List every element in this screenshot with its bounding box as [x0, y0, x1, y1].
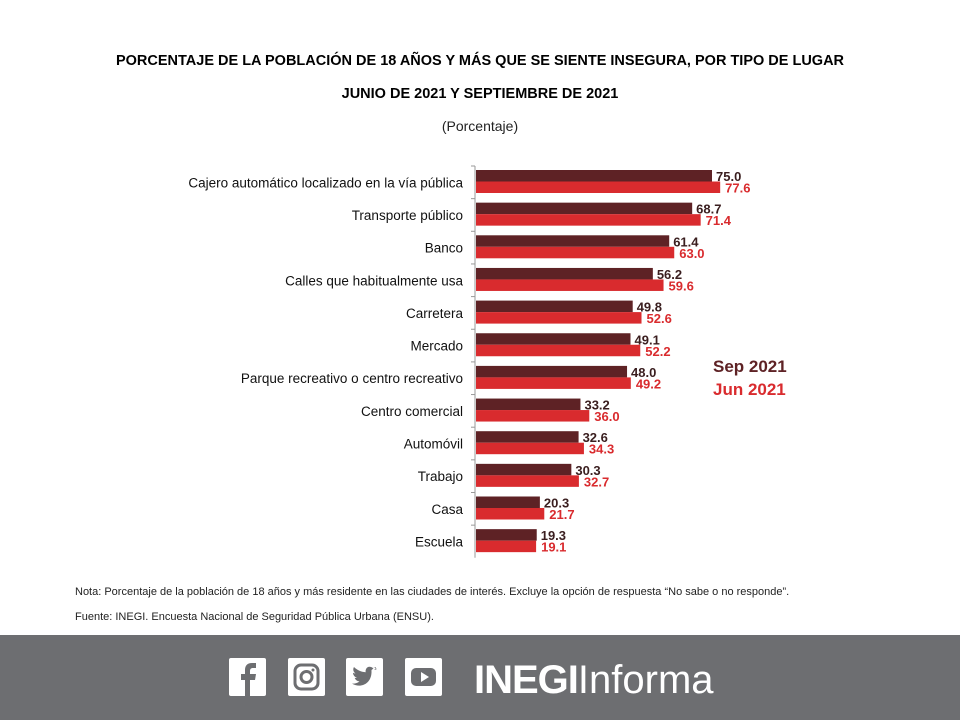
brand-light: Informa	[577, 658, 714, 702]
facebook-icon[interactable]	[229, 658, 266, 696]
bar-jun	[476, 312, 642, 324]
data-label: 19.3	[541, 528, 566, 543]
legend-jun-2021: Jun 2021	[713, 380, 786, 399]
category-label: Automóvil	[404, 437, 463, 452]
bar-sep	[476, 170, 712, 182]
chart-subtitle: JUNIO DE 2021 Y SEPTIEMBRE DE 2021	[341, 86, 619, 102]
category-label: Transporte público	[352, 208, 463, 223]
data-label: 49.1	[635, 332, 660, 347]
category-label: Casa	[431, 502, 463, 517]
data-label: 49.8	[637, 300, 662, 315]
bar-jun	[476, 475, 579, 487]
twitter-icon[interactable]	[346, 658, 383, 696]
bar-jun	[476, 246, 675, 259]
category-label: Carretera	[406, 306, 464, 321]
youtube-icon[interactable]	[405, 658, 442, 696]
bar-jun	[476, 279, 664, 291]
bar-jun	[476, 377, 631, 389]
data-label: 36.0	[594, 409, 619, 424]
data-label: 30.3	[575, 463, 600, 478]
data-label: 71.4	[706, 213, 732, 228]
bar-jun	[476, 344, 641, 357]
unit-label: (Porcentaje)	[441, 118, 519, 134]
data-label: 75.0	[716, 169, 741, 184]
legend-sep-2021: Sep 2021	[713, 357, 787, 376]
bar-sep	[476, 235, 670, 247]
category-label: Banco	[425, 241, 463, 256]
bar-sep	[476, 463, 572, 476]
data-label: 32.7	[584, 474, 609, 489]
category-label: Parque recreativo o centro recreativo	[241, 371, 463, 386]
bar-sep	[476, 365, 628, 378]
bar-jun	[476, 410, 590, 422]
chart-source: Fuente: INEGI. Encuesta Nacional de Segu…	[75, 611, 434, 623]
category-label: Mercado	[410, 339, 463, 354]
data-label: 52.6	[647, 311, 672, 326]
bar-sep	[476, 398, 581, 411]
category-label: Cajero automático localizado en la vía p…	[188, 175, 463, 190]
bar-jun	[476, 214, 701, 226]
data-label: 19.1	[541, 540, 566, 555]
bar-sep	[476, 300, 633, 313]
bar-jun	[476, 540, 537, 553]
bar-sep	[476, 333, 631, 345]
data-label: 20.3	[544, 496, 569, 511]
inegi-informa-logo: INEGIInforma	[474, 650, 714, 710]
data-label: 56.2	[657, 267, 682, 282]
data-label: 21.7	[549, 507, 574, 522]
bar-jun	[476, 508, 545, 520]
chart-title: PORCENTAJE DE LA POBLACIÓN DE 18 AÑOS Y …	[115, 53, 845, 69]
data-label: 61.4	[673, 234, 699, 249]
chart-note: Nota: Porcentaje de la población de 18 a…	[75, 586, 790, 598]
data-label: 48.0	[631, 365, 656, 380]
bar-sep	[476, 496, 540, 508]
bar-sep	[476, 529, 537, 541]
data-label: 32.6	[583, 430, 608, 445]
data-label: 63.0	[679, 246, 704, 261]
category-label: Calles que habitualmente usa	[285, 273, 463, 288]
bar-chart: Cajero automático localizado en la vía p…	[188, 165, 750, 558]
bar-jun	[476, 181, 721, 193]
bar-sep	[476, 431, 579, 443]
category-label: Escuela	[415, 534, 464, 549]
footer-bar	[0, 635, 960, 720]
bar-jun	[476, 442, 584, 455]
bar-sep	[476, 202, 693, 215]
data-label: 52.2	[645, 344, 670, 359]
data-label: 68.7	[696, 202, 721, 217]
bar-sep	[476, 267, 653, 280]
category-label: Centro comercial	[361, 404, 463, 419]
data-label: 33.2	[584, 398, 609, 413]
data-label: 59.6	[669, 278, 694, 293]
category-label: Trabajo	[418, 469, 463, 484]
instagram-icon[interactable]	[288, 658, 325, 696]
data-label: 49.2	[636, 376, 661, 391]
data-label: 77.6	[725, 181, 750, 196]
brand-bold: INEGI	[474, 658, 579, 702]
data-label: 34.3	[589, 442, 614, 457]
